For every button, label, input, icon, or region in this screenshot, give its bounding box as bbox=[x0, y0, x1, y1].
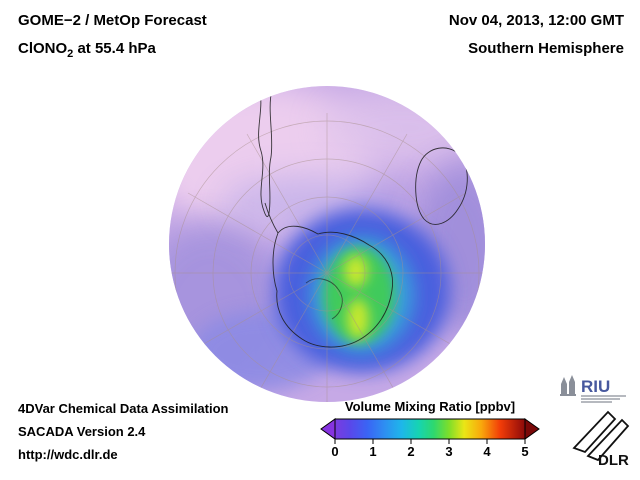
wdc-url: http://wdc.dlr.de bbox=[18, 447, 118, 462]
colorbar-tick-label: 2 bbox=[407, 444, 415, 459]
riu-cathedral-icon bbox=[560, 375, 576, 396]
species-subscript: 2 bbox=[67, 48, 74, 60]
dlr-bird-icon bbox=[572, 410, 630, 462]
coastline-inner-detail bbox=[305, 278, 343, 320]
colorbar-tick-marks bbox=[334, 439, 526, 444]
colorbar-overflow-arrow bbox=[524, 418, 540, 440]
coastline-antarctic-peninsula bbox=[264, 202, 279, 234]
title-block: GOME−2 / MetOp Forecast ClONO2 at 55.4 h… bbox=[18, 12, 207, 63]
pressure-level: at 55.4 hPa bbox=[73, 40, 156, 57]
colorbar-block: Volume Mixing Ratio [ppbv] bbox=[318, 399, 542, 461]
coastline-south-america bbox=[258, 86, 273, 218]
coastline-africa bbox=[415, 147, 468, 225]
riu-wordmark: RIU bbox=[581, 377, 610, 396]
plot-title: GOME−2 / MetOp Forecast bbox=[18, 12, 207, 29]
dlr-logo: DLR bbox=[572, 410, 630, 468]
species-name: ClONO bbox=[18, 40, 68, 57]
hemisphere-map bbox=[169, 86, 485, 402]
colorbar-tick-label: 0 bbox=[331, 444, 339, 459]
colorbar bbox=[320, 418, 540, 444]
colorbar-gradient-bar bbox=[334, 418, 526, 440]
datetime-label: Nov 04, 2013, 12:00 GMT bbox=[448, 12, 624, 29]
datetime-block: Nov 04, 2013, 12:00 GMT Southern Hemisph… bbox=[449, 12, 624, 58]
colorbar-tick-label: 4 bbox=[483, 444, 491, 459]
field-green-collar bbox=[323, 247, 395, 343]
field-pale-patch bbox=[321, 88, 481, 168]
colorbar-tick-label: 3 bbox=[445, 444, 453, 459]
colorbar-title: Volume Mixing Ratio [ppbv] bbox=[344, 399, 516, 414]
hemisphere-label: Southern Hemisphere bbox=[468, 40, 624, 57]
riu-lines bbox=[581, 395, 626, 403]
colorbar-underflow-arrow bbox=[320, 418, 336, 440]
colorbar-tick-label: 1 bbox=[369, 444, 377, 459]
species-level-label: ClONO2 at 55.4 hPa bbox=[18, 40, 207, 63]
riu-logo: RIU bbox=[560, 375, 626, 403]
assimilation-label: 4DVar Chemical Data Assimilation bbox=[18, 401, 229, 416]
field-max-core-north bbox=[344, 255, 368, 287]
version-label: SACADA Version 2.4 bbox=[18, 424, 146, 439]
field-max-core-south bbox=[347, 299, 369, 339]
colorbar-tick-label: 5 bbox=[521, 444, 529, 459]
credits-block: 4DVar Chemical Data Assimilation SACADA … bbox=[18, 397, 229, 466]
graticule bbox=[169, 113, 485, 402]
dlr-wordmark: DLR bbox=[598, 452, 629, 468]
coastlines bbox=[258, 86, 468, 348]
coastline-antarctica bbox=[272, 225, 394, 348]
